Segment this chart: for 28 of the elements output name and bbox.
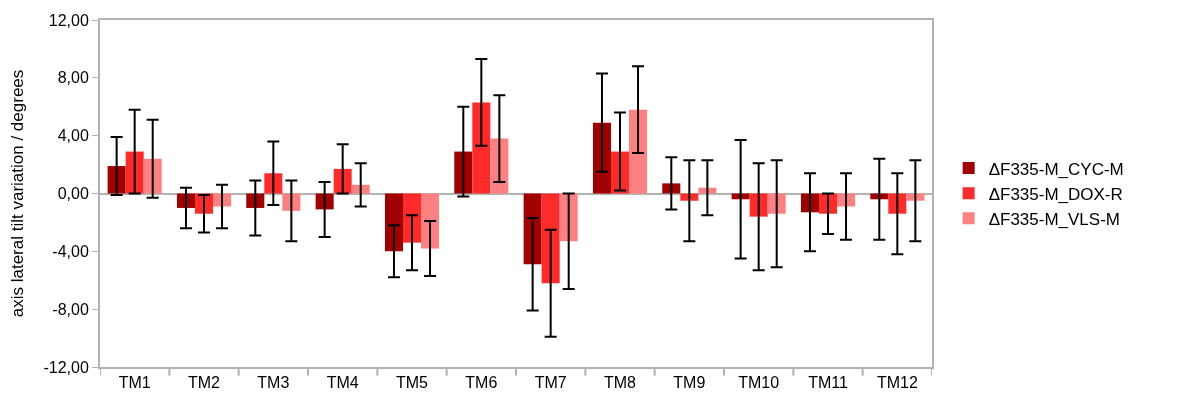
- bar: [472, 102, 491, 194]
- y-axis-title: axis lateral tilt variation / degrees: [8, 69, 28, 318]
- x-tick-label: TM6: [465, 374, 498, 392]
- x-tick-label: TM5: [396, 374, 429, 392]
- bar: [541, 193, 560, 284]
- x-tick-label: TM1: [118, 374, 151, 392]
- y-tick-label: 12,00: [48, 11, 89, 29]
- legend-label: ΔF335-M_VLS-M: [988, 209, 1120, 229]
- x-tick-label: TM8: [604, 374, 637, 392]
- legend-label: ΔF335-M_CYC-M: [988, 159, 1124, 179]
- y-tick-label: -4,00: [52, 242, 89, 260]
- x-tick-label: TM9: [673, 374, 706, 392]
- y-tick-label: 0,00: [57, 185, 89, 203]
- x-tick-label: TM7: [534, 374, 567, 392]
- x-tick-label: TM2: [188, 374, 221, 392]
- x-tick-label: TM10: [738, 374, 780, 392]
- bar: [523, 193, 542, 265]
- bar: [629, 109, 648, 194]
- x-tick-label: TM4: [326, 374, 359, 392]
- x-tick-label: TM12: [876, 374, 918, 392]
- y-tick-label: -12,00: [43, 358, 89, 376]
- y-tick-label: -8,00: [52, 300, 89, 318]
- y-tick-label: 4,00: [57, 127, 89, 145]
- x-tick-label: TM3: [257, 374, 290, 392]
- y-tick-label: 8,00: [57, 69, 89, 87]
- legend-label: ΔF335-M_DOX-R: [988, 184, 1123, 204]
- bar: [384, 193, 403, 252]
- x-tick-label: TM11: [808, 374, 848, 392]
